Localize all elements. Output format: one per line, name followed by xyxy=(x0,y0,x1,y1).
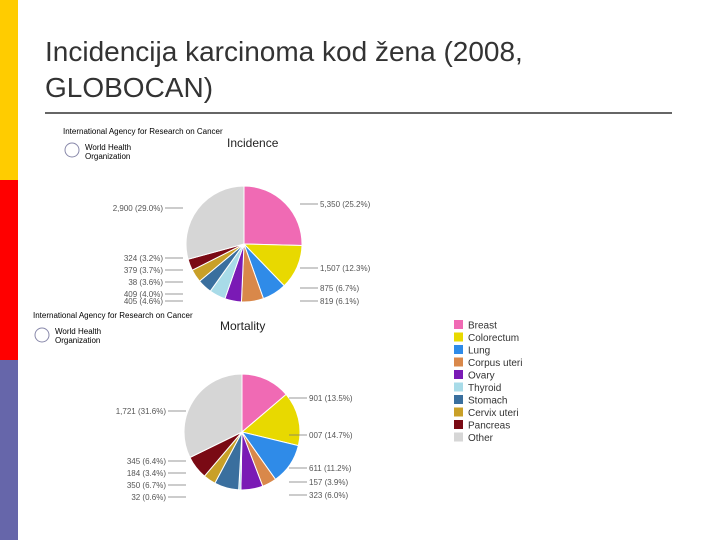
chart-title-mortality: Mortality xyxy=(220,319,265,333)
who-line1-incidence: World Health xyxy=(85,143,131,152)
mortality-label-left-3: 350 (6.7%) xyxy=(127,481,166,490)
pie-charts-figure: International Agency for Research on Can… xyxy=(33,127,522,502)
incidence-label-right-2: 875 (6.7%) xyxy=(320,284,359,293)
mortality-label-left-0: 1,721 (31.6%) xyxy=(116,407,167,416)
legend-swatch-other xyxy=(454,432,463,442)
mortality-slice-colorectum xyxy=(240,393,301,447)
legend-item-breast: Breast xyxy=(468,321,497,332)
legend-item-thyroid: Thyroid xyxy=(468,383,501,394)
mortality-label-right-0: 901 (13.5%) xyxy=(309,394,353,403)
legend-item-lung: Lung xyxy=(468,346,490,357)
incidence-label-left-5: 405 (4.6%) xyxy=(124,297,163,306)
mortality-label-right-3: 157 (3.9%) xyxy=(309,478,348,487)
who-logo-icon xyxy=(64,142,80,158)
legend-swatch-cervix-uteri xyxy=(454,407,463,417)
incidence-label-right-1: 1,507 (12.3%) xyxy=(320,264,371,273)
legend-item-other: Other xyxy=(468,433,494,444)
legend-swatch-pancreas xyxy=(454,420,463,429)
slide-title: Incidencija karcinoma kod žena (2008, GL… xyxy=(45,36,523,103)
mortality-label-right-1: 007 (14.7%) xyxy=(309,431,353,440)
legend-swatch-colorectum xyxy=(454,332,463,342)
labels-mortality: 901 (13.5%) 007 (14.7%) 611 (11.2%) 157 (3.… xyxy=(116,394,353,502)
mortality-label-left-4: 32 (0.6%) xyxy=(131,493,166,502)
org-name-mortality: International Agency for Research on Can… xyxy=(33,311,193,320)
incidence-label-left-0: 2,900 (29.0%) xyxy=(113,204,164,213)
pie-mortality xyxy=(183,373,301,491)
mortality-label-left-2: 184 (3.4%) xyxy=(127,469,166,478)
legend-swatch-ovary xyxy=(454,370,463,379)
who-logo-icon xyxy=(34,327,50,343)
incidence-label-left-1: 324 (3.2%) xyxy=(124,254,163,263)
incidence-slice-other xyxy=(185,185,245,260)
labels-incidence: 5,350 (25.2%) 1,507 (12.3%) 875 (6.7%) 819 … xyxy=(113,200,371,306)
legend-item-corpus-uteri: Corpus uteri xyxy=(468,358,522,369)
legend-swatch-lung xyxy=(454,345,463,354)
chart-title-incidence: Incidence xyxy=(227,136,279,150)
incidence-label-left-4: 409 (4.0%) xyxy=(124,290,163,299)
incidence-label-right-0: 5,350 (25.2%) xyxy=(320,200,371,209)
legend-item-pancreas: Pancreas xyxy=(468,421,510,432)
legend-swatch-stomach xyxy=(454,395,463,404)
who-line2-incidence: Organization xyxy=(85,152,130,161)
legend-item-colorectum: Colorectum xyxy=(468,333,519,344)
mortality-slice-other xyxy=(183,373,243,459)
legend-item-ovary: Ovary xyxy=(468,371,495,382)
who-line2-mortality: Organization xyxy=(55,336,100,345)
mortality-label-right-4: 323 (6.0%) xyxy=(309,491,348,500)
mortality-label-left-1: 345 (6.4%) xyxy=(127,457,166,466)
legend-swatch-corpus-uteri xyxy=(454,357,463,367)
title-divider xyxy=(45,112,672,114)
legend-swatch-thyroid xyxy=(454,382,463,392)
incidence-label-left-3: 38 (3.6%) xyxy=(128,278,163,287)
accent-stripe-yellow xyxy=(0,0,18,180)
accent-stripe-red xyxy=(0,180,18,360)
legend-swatch-breast xyxy=(454,320,463,329)
org-name-incidence: International Agency for Research on Can… xyxy=(63,127,223,136)
accent-stripe-purple xyxy=(0,360,18,540)
incidence-label-right-3: 819 (6.1%) xyxy=(320,297,359,306)
who-line1-mortality: World Health xyxy=(55,327,101,336)
incidence-label-left-2: 379 (3.7%) xyxy=(124,266,163,275)
legend-item-cervix-uteri: Cervix uteri xyxy=(468,408,519,419)
mortality-label-right-2: 611 (11.2%) xyxy=(309,464,352,473)
incidence-slice-breast xyxy=(243,185,303,246)
pie-incidence xyxy=(185,185,303,303)
legend-item-stomach: Stomach xyxy=(468,396,507,407)
